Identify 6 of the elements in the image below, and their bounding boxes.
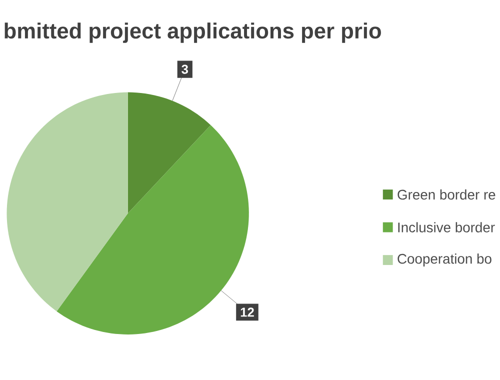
legend-label: Cooperation bo: [398, 253, 492, 266]
data-label: 3: [182, 64, 188, 74]
data-label: 12: [240, 308, 254, 317]
legend-label: Inclusive border: [398, 222, 495, 232]
chart-title: bmitted project applications per prio: [4, 22, 381, 43]
legend-label: Green border re: [398, 189, 496, 200]
